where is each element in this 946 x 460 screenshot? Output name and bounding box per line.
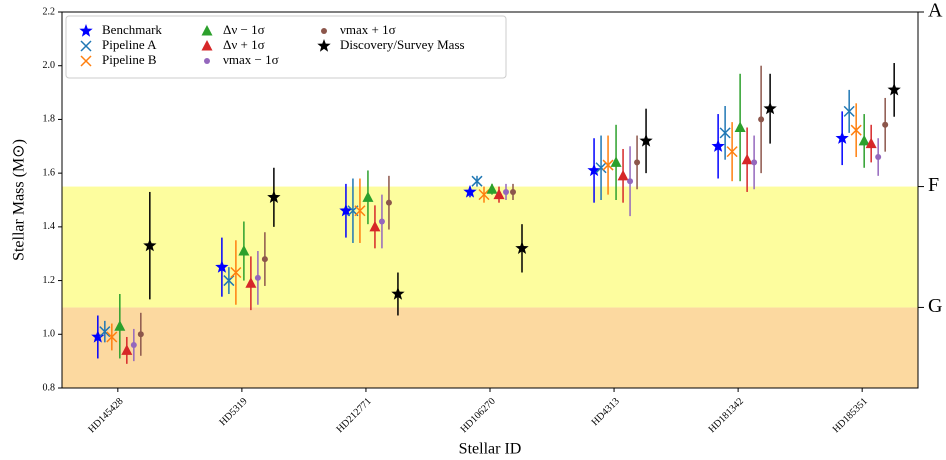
data-point: [850, 124, 862, 136]
legend-label: Discovery/Survey Mass: [340, 37, 465, 52]
data-point: [471, 175, 483, 187]
legend-marker: [321, 28, 327, 34]
data-point: [486, 183, 498, 194]
data-point: [882, 121, 889, 128]
data-point: [215, 260, 229, 273]
data-point: [130, 342, 137, 349]
data-point: [587, 163, 601, 177]
data-point: [711, 139, 725, 152]
data-point: [362, 191, 374, 202]
legend-label: Δν − 1σ: [223, 22, 265, 37]
legend-marker: [79, 24, 93, 37]
data-point: [463, 184, 477, 198]
data-point: [858, 134, 870, 146]
y-tick-label: 1.8: [43, 114, 56, 125]
data-point: [875, 154, 882, 161]
legend-marker: [204, 58, 210, 64]
y-axis-title: Stellar Mass (M⊙): [11, 139, 28, 261]
legend-box: [65, 15, 507, 79]
y-tick-label: 1.4: [43, 221, 56, 232]
data-point: [843, 105, 855, 117]
legend-marker: [201, 25, 213, 36]
data-point: [503, 188, 509, 195]
data-point: [634, 159, 641, 166]
data-point: [143, 238, 157, 252]
x-axis-title: Stellar ID: [459, 441, 522, 458]
y-tick-label: 0.8: [43, 382, 56, 393]
plot-frame: [61, 11, 919, 389]
data-point: [887, 82, 901, 96]
legend-label: Pipeline B: [102, 52, 157, 67]
legend-marker: [317, 39, 331, 52]
data-point: [751, 159, 758, 166]
data-point: [391, 287, 405, 300]
legend-label: Δν + 1σ: [223, 37, 265, 52]
x-tick-label: HD4313: [590, 396, 622, 428]
spectral-band: [62, 186, 918, 308]
y2-tick-label: G: [928, 295, 942, 317]
data-point: [385, 199, 392, 206]
legend-marker: [80, 40, 92, 52]
spectral-band: [62, 307, 918, 388]
data-point: [369, 220, 381, 232]
data-point: [254, 274, 261, 281]
data-point: [493, 188, 505, 200]
data-point: [726, 146, 738, 158]
y2-tick-label: A: [928, 0, 943, 22]
y-tick-label: 1.2: [43, 275, 56, 286]
data-point: [734, 121, 746, 132]
data-point: [510, 188, 516, 195]
legend-marker: [201, 40, 213, 51]
legend-marker: [80, 55, 92, 67]
data-point: [137, 331, 144, 338]
data-point: [478, 189, 490, 201]
data-point: [610, 156, 622, 167]
data-point: [617, 169, 629, 181]
data-point: [267, 190, 281, 203]
data-point: [91, 330, 105, 343]
data-point: [835, 131, 849, 144]
data-point: [114, 320, 126, 331]
y-tick-label: 1.6: [43, 167, 56, 178]
legend-label: νmax − 1σ: [223, 52, 279, 67]
data-point: [121, 344, 133, 355]
data-point: [639, 133, 653, 147]
data-point: [865, 137, 877, 149]
data-point: [245, 277, 257, 288]
data-point: [719, 127, 731, 139]
data-point: [515, 241, 529, 254]
data-point: [763, 101, 777, 115]
data-point: [261, 256, 268, 263]
legend-label: Pipeline A: [102, 37, 157, 52]
data-point: [378, 218, 385, 225]
x-tick-label: HD145428: [86, 396, 125, 435]
data-point: [741, 153, 753, 165]
data-point: [627, 178, 634, 185]
x-tick-label: HD106270: [459, 396, 498, 435]
data-point: [238, 245, 250, 256]
y-tick-label: 2.2: [43, 6, 56, 17]
data-point: [602, 159, 614, 171]
x-tick-label: HD185351: [831, 396, 870, 435]
x-tick-label: HD181342: [707, 396, 746, 435]
data-point: [354, 205, 366, 217]
legend-label: Benchmark: [102, 22, 162, 37]
y-tick-label: 1.0: [43, 329, 56, 340]
y2-tick-label: F: [928, 174, 939, 196]
data-point: [99, 326, 111, 338]
y-tick-label: 2.0: [43, 60, 56, 71]
data-point: [339, 203, 353, 217]
data-point: [230, 266, 242, 279]
data-point: [595, 162, 607, 174]
x-tick-label: HD212771: [334, 396, 373, 435]
legend-label: νmax + 1σ: [340, 22, 396, 37]
data-point: [106, 331, 118, 343]
x-tick-label: HD5319: [217, 396, 249, 428]
data-point: [758, 116, 765, 123]
